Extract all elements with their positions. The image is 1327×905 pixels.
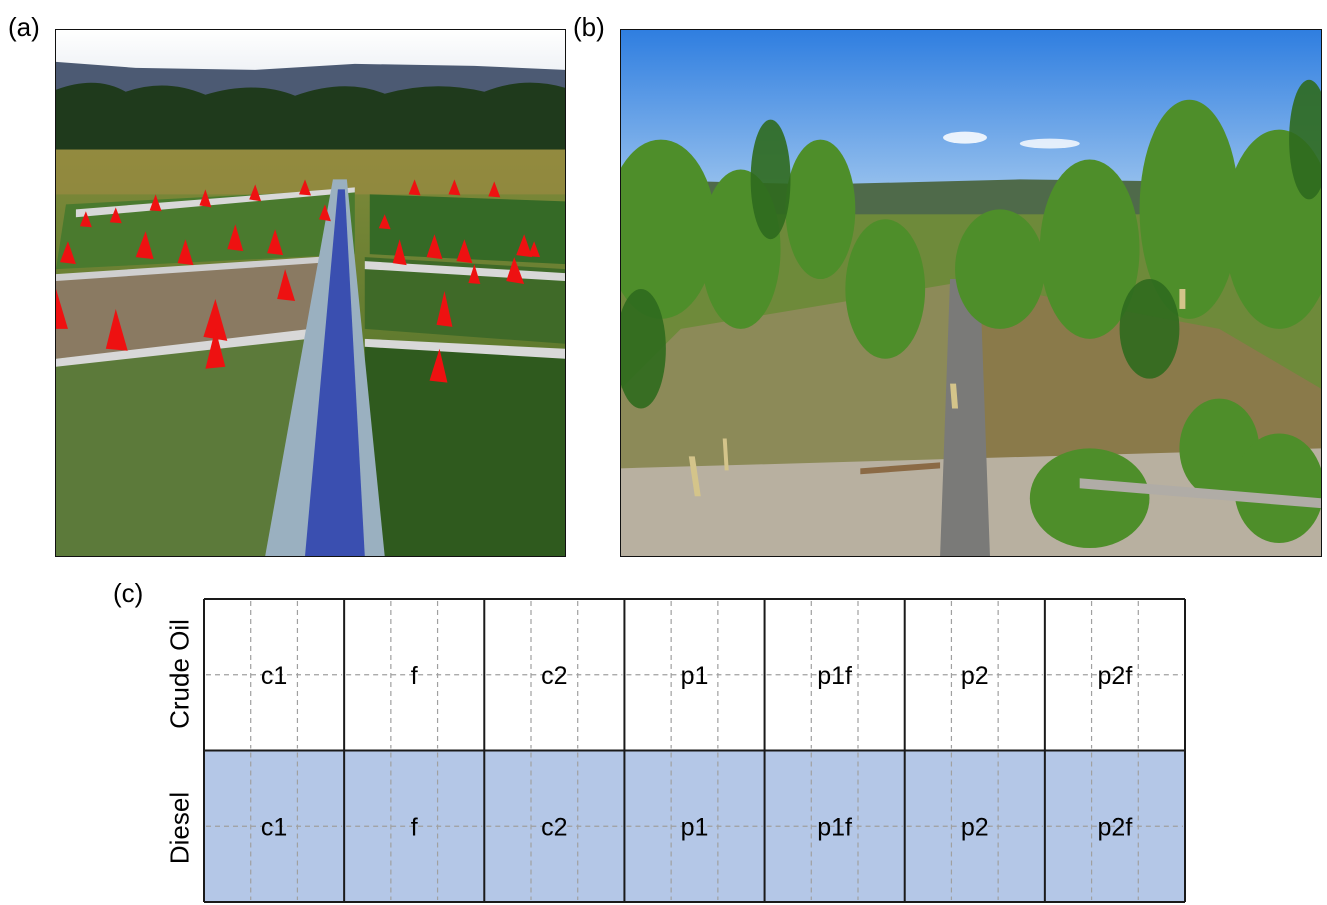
plot-cell: p1 — [624, 599, 765, 751]
plot-cell-label: f — [411, 662, 418, 690]
plot-cell-label: p2f — [1098, 662, 1133, 690]
panel-label-a: (a) — [8, 12, 40, 42]
plot-cell-label: f — [411, 813, 418, 841]
plot-cell: f — [344, 750, 485, 902]
plot-cell: f — [344, 599, 485, 751]
plot-cell-label: c2 — [541, 662, 567, 690]
plot-cell-label: p2 — [961, 813, 989, 841]
plot-cell: p1f — [764, 599, 905, 751]
row-label-crude-oil: Crude Oil — [164, 619, 195, 729]
plot-cell: c1 — [204, 599, 345, 751]
plot-cell: p1f — [764, 750, 905, 902]
plot-cell-label: p1 — [681, 662, 709, 690]
plot-cell-label: p1 — [681, 813, 709, 841]
plot-cell-label: c1 — [261, 662, 287, 690]
plot-cell: p2f — [1044, 750, 1185, 902]
plot-cell-label: p1f — [817, 662, 852, 690]
plot-cell: p1 — [624, 750, 765, 902]
plot-cell-label: p1f — [817, 813, 852, 841]
plot-cell: c2 — [484, 599, 625, 751]
plot-cell: p2f — [1044, 599, 1185, 751]
plot-cell-label: c2 — [541, 813, 567, 841]
field-photo-b-image — [621, 30, 1321, 556]
plot-layout-grid: c1 f c2 p1 p1f p2 p2f c1 f c2 p1 p1f p2 p2f — [203, 598, 1186, 903]
field-photo-a-image — [56, 30, 565, 556]
row-label-diesel: Diesel — [164, 791, 195, 865]
plot-cell: p2 — [904, 599, 1045, 751]
panel-label-c: (c) — [113, 578, 144, 608]
plot-cell: c1 — [204, 750, 345, 902]
plot-cell-label: c1 — [261, 813, 287, 841]
plot-cell: p2 — [904, 750, 1045, 902]
plot-cell-label: p2f — [1098, 813, 1133, 841]
field-photo-b — [620, 29, 1322, 557]
field-photo-a — [55, 29, 566, 557]
panel-label-b: (b) — [573, 12, 605, 42]
plot-cell: c2 — [484, 750, 625, 902]
plot-cell-label: p2 — [961, 662, 989, 690]
